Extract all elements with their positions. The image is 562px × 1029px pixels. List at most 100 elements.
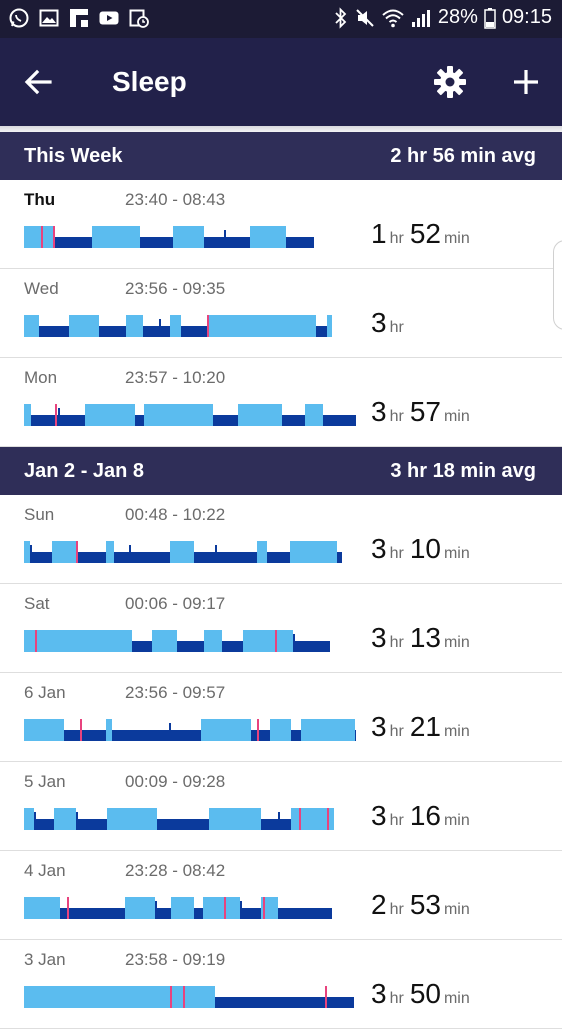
light-sleep-segment bbox=[68, 630, 86, 652]
section-title: Jan 2 - Jan 8 bbox=[24, 460, 145, 482]
light-sleep-segment bbox=[32, 315, 39, 337]
deep-sleep-segment bbox=[30, 552, 52, 563]
light-sleep-segment bbox=[95, 986, 124, 1008]
battery-icon bbox=[484, 7, 496, 29]
light-sleep-segment bbox=[202, 404, 213, 426]
deep-sleep-segment bbox=[251, 730, 270, 741]
add-button[interactable] bbox=[504, 60, 548, 104]
clock: 09:15 bbox=[501, 6, 552, 28]
section-header: Jan 2 - Jan 8 3 hr 18 min avg bbox=[0, 447, 562, 495]
duration-hours: 2 bbox=[371, 889, 387, 920]
arrow-left-icon bbox=[24, 69, 52, 95]
light-sleep-segment bbox=[125, 897, 155, 919]
sleep-log-row[interactable]: Mon 23:57 - 10:20 3 hr 57 min bbox=[0, 358, 562, 447]
duration-hours: 3 bbox=[371, 307, 387, 338]
deep-sleep-segment bbox=[194, 908, 203, 919]
light-sleep-segment bbox=[24, 986, 32, 1008]
mute-icon bbox=[356, 8, 374, 27]
sleep-time-range: 23:57 - 10:20 bbox=[125, 368, 226, 387]
light-sleep-segment bbox=[104, 226, 124, 248]
deep-sleep-segment bbox=[76, 819, 107, 830]
light-sleep-segment bbox=[203, 897, 215, 919]
light-sleep-segment bbox=[201, 719, 216, 741]
light-sleep-segment bbox=[184, 986, 215, 1008]
light-sleep-segment bbox=[301, 719, 324, 741]
sleep-duration: 3 hr 50 min bbox=[371, 978, 476, 1010]
duration-minutes-unit: min bbox=[443, 545, 470, 562]
bluetooth-icon bbox=[335, 6, 347, 29]
light-sleep-segment bbox=[290, 541, 307, 563]
app-bar: Sleep bbox=[0, 38, 562, 126]
sleep-log-row[interactable]: 6 Jan 23:56 - 09:57 3 hr 21 min bbox=[0, 673, 562, 762]
sleep-log-row[interactable]: Thu 23:40 - 08:43 1 hr 52 min bbox=[0, 180, 562, 269]
light-sleep-segment bbox=[327, 315, 332, 337]
duration-minutes-unit: min bbox=[443, 230, 470, 247]
light-sleep-segment bbox=[24, 808, 34, 830]
light-sleep-segment bbox=[24, 630, 30, 652]
duration-minutes-unit: min bbox=[443, 723, 470, 740]
light-sleep-segment bbox=[209, 315, 229, 337]
light-sleep-segment bbox=[24, 541, 30, 563]
deep-sleep-segment bbox=[323, 415, 339, 426]
sleep-time-range: 00:06 - 09:17 bbox=[125, 594, 226, 613]
deep-sleep-segment bbox=[34, 819, 40, 830]
deep-sleep-segment bbox=[155, 908, 171, 919]
deep-sleep-segment bbox=[100, 552, 106, 563]
settings-button[interactable] bbox=[428, 60, 472, 104]
sleep-log-row[interactable]: 3 Jan 23:58 - 09:19 3 hr 50 min bbox=[0, 940, 562, 1029]
deep-sleep-segment bbox=[224, 237, 250, 248]
signal-icon bbox=[411, 9, 430, 27]
light-sleep-segment bbox=[154, 986, 171, 1008]
deep-sleep-segment bbox=[169, 730, 189, 741]
awake-marker bbox=[55, 404, 57, 426]
deep-sleep-segment bbox=[64, 730, 76, 741]
sleep-stage-bar bbox=[24, 719, 356, 741]
sleep-log-row[interactable]: Sat 00:06 - 09:17 3 hr 13 min bbox=[0, 584, 562, 673]
duration-minutes: 52 bbox=[409, 218, 441, 249]
light-sleep-segment bbox=[111, 630, 132, 652]
awake-marker bbox=[207, 315, 209, 337]
sleep-stage-chart bbox=[24, 226, 314, 248]
section-header: This Week 2 hr 56 min avg bbox=[0, 132, 562, 180]
deep-sleep-segment bbox=[355, 730, 356, 741]
light-sleep-segment bbox=[152, 404, 178, 426]
light-sleep-segment bbox=[24, 315, 32, 337]
awake-marker bbox=[41, 226, 43, 248]
duration-minutes: 10 bbox=[409, 533, 441, 564]
light-sleep-segment bbox=[257, 541, 267, 563]
deep-sleep-segment bbox=[76, 730, 106, 741]
sleep-stage-chart bbox=[24, 630, 330, 652]
sleep-log-row[interactable]: 4 Jan 23:28 - 08:42 2 hr 53 min bbox=[0, 851, 562, 940]
awake-marker bbox=[35, 630, 37, 652]
sleep-duration: 3 hr 13 min bbox=[371, 622, 476, 654]
sleep-stage-chart bbox=[24, 986, 354, 1008]
light-sleep-segment bbox=[129, 808, 157, 830]
duration-hours: 3 bbox=[371, 622, 387, 653]
light-sleep-segment bbox=[131, 226, 140, 248]
light-sleep-segment bbox=[324, 719, 344, 741]
duration-minutes: 13 bbox=[409, 622, 441, 653]
light-sleep-segment bbox=[69, 315, 79, 337]
light-sleep-segment bbox=[45, 226, 53, 248]
light-sleep-segment bbox=[124, 986, 147, 1008]
duration-minutes: 50 bbox=[409, 978, 441, 1009]
sleep-log-row[interactable]: 5 Jan 00:09 - 09:28 3 hr 16 min bbox=[0, 762, 562, 851]
light-sleep-segment bbox=[261, 897, 278, 919]
deep-sleep-segment bbox=[132, 641, 152, 652]
duration-hours-unit: hr bbox=[389, 319, 404, 336]
sleep-log-row[interactable]: Sun 00:48 - 10:22 3 hr 10 min bbox=[0, 495, 562, 584]
light-sleep-segment bbox=[313, 541, 337, 563]
sleep-stage-chart bbox=[24, 541, 342, 563]
light-sleep-segment bbox=[33, 897, 60, 919]
back-button[interactable] bbox=[18, 62, 58, 102]
light-sleep-segment bbox=[81, 986, 95, 1008]
edge-panel-handle[interactable] bbox=[553, 240, 562, 330]
gallery-icon bbox=[39, 9, 59, 27]
sleep-log-row[interactable]: Wed 23:56 - 09:35 3 hr bbox=[0, 269, 562, 358]
deep-sleep-segment bbox=[150, 237, 173, 248]
notification-icons bbox=[8, 7, 150, 29]
page-title: Sleep bbox=[112, 66, 187, 97]
deep-sleep-segment bbox=[76, 552, 100, 563]
duration-minutes-unit: min bbox=[443, 901, 470, 918]
sleep-time-range: 23:58 - 09:19 bbox=[125, 950, 226, 969]
